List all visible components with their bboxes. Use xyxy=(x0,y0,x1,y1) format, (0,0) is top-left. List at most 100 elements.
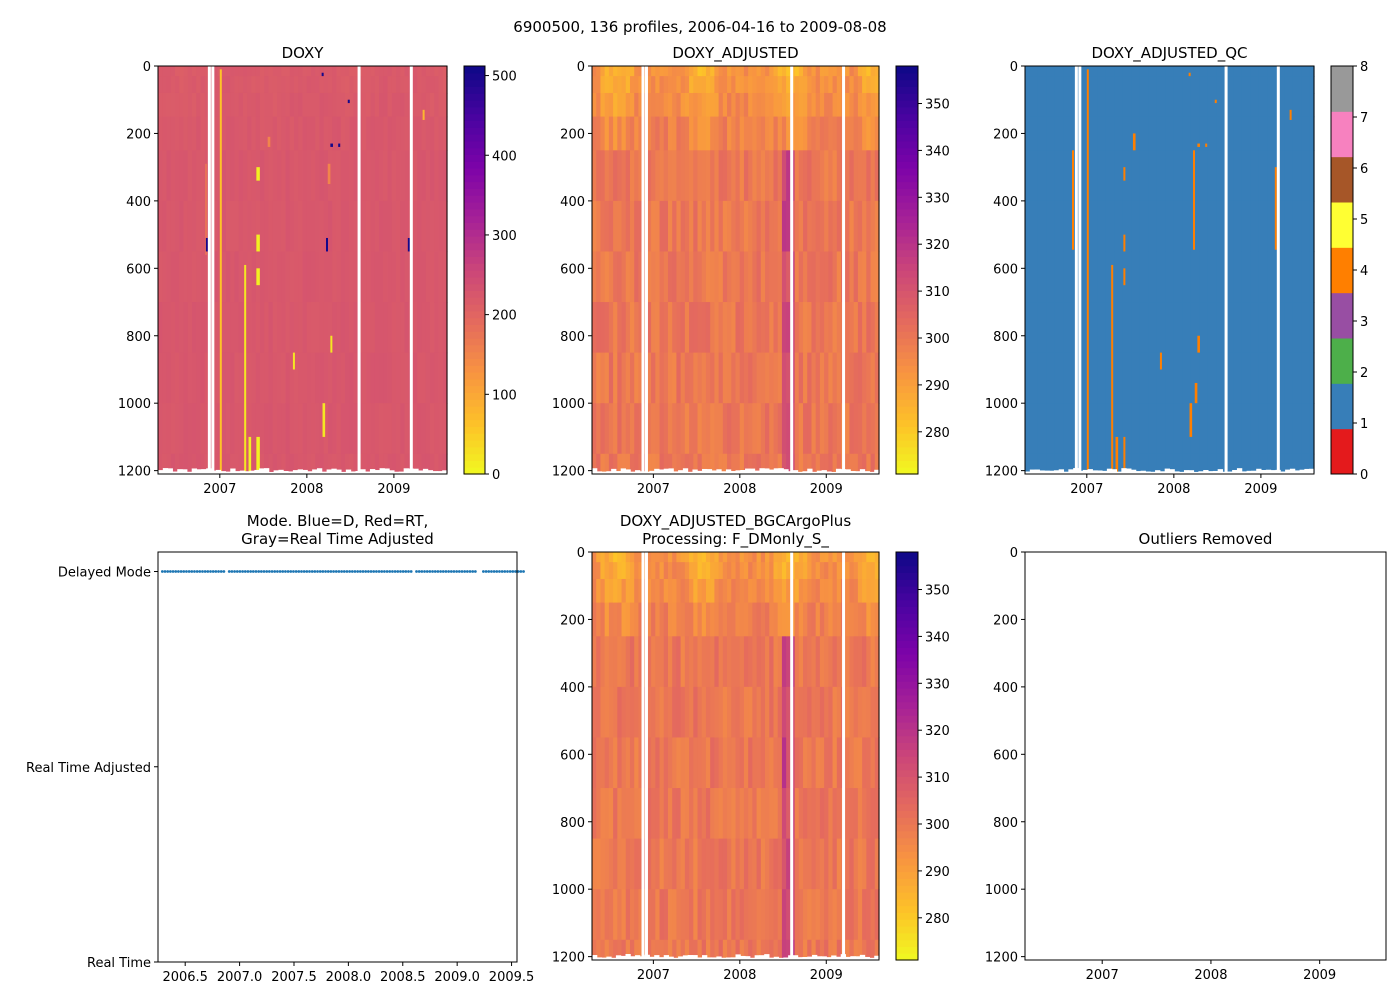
doxy_adjusted-cell xyxy=(765,116,770,151)
doxy_adjusted-cell xyxy=(874,116,880,151)
bgcargoplus-cell xyxy=(786,838,791,890)
doxy-cell xyxy=(260,251,265,303)
doxy_adjusted_qc-cell xyxy=(1080,251,1086,303)
bgcargoplus-cell xyxy=(748,737,753,789)
mode-point xyxy=(500,570,504,573)
doxy-cell xyxy=(204,66,210,77)
bgcargoplus-cell xyxy=(608,562,614,580)
doxy_adjusted_qc-cell xyxy=(1050,116,1056,151)
doxy_adjusted-cell xyxy=(714,352,720,404)
doxy-cell xyxy=(289,453,295,473)
doxy-edge xyxy=(206,468,212,475)
doxy_adjusted_qc-cell xyxy=(1301,453,1307,473)
doxy-edge xyxy=(331,468,337,475)
doxy-cell xyxy=(311,403,316,455)
bgcargoplus-cell xyxy=(756,686,762,739)
bgcargoplus-cell xyxy=(798,939,804,959)
bgcargoplus-cell xyxy=(735,578,741,604)
bgcargoplus-cell xyxy=(798,562,804,580)
bgcargoplus-cell xyxy=(853,602,859,637)
doxy_adjusted-cell xyxy=(676,76,682,94)
mode-point xyxy=(316,570,319,573)
bgcargoplus-cell xyxy=(676,578,682,604)
doxy_adjusted_qc-cell xyxy=(1042,352,1047,404)
doxy_adjusted_qc-cell xyxy=(1229,66,1234,77)
doxy_adjusted_qc-cell xyxy=(1127,352,1132,404)
doxy-cell xyxy=(349,403,355,455)
doxy_adjusted_qc-cell xyxy=(1195,150,1200,202)
doxy_adjusted_qc-cell xyxy=(1161,150,1166,202)
bgcargoplus-cell xyxy=(760,602,766,637)
doxy_adjusted_qc-cell xyxy=(1139,150,1145,202)
doxy_adjusted_qc-cell xyxy=(1284,200,1290,253)
doxy_adjusted-cell xyxy=(604,403,610,455)
doxy_adjusted_qc-cell xyxy=(1284,352,1290,404)
mode-point xyxy=(214,570,218,573)
doxy-cell xyxy=(430,302,435,354)
doxy_adjusted_qc-cell xyxy=(1127,150,1132,202)
doxy-cell xyxy=(200,76,206,94)
doxy-colorbar-segment xyxy=(464,433,485,441)
doxy_adjusted-cell xyxy=(663,116,669,151)
doxy-cell xyxy=(323,116,329,151)
bgcargoplus-cell xyxy=(739,788,745,840)
doxy-colorbar-tick-label: 400 xyxy=(492,149,517,164)
doxy_adjusted_qc-streak xyxy=(1197,143,1200,147)
doxy-cell xyxy=(226,150,231,202)
doxy_adjusted-cell xyxy=(760,92,766,118)
doxy_adjusted_qc-cell xyxy=(1271,251,1277,303)
doxy-cell xyxy=(230,453,236,473)
bgcargoplus-cell xyxy=(748,636,753,688)
doxy_adjusted-cell xyxy=(697,66,703,77)
bgcargoplus-cell xyxy=(748,686,753,739)
doxy_adjusted-cell xyxy=(828,352,834,404)
doxy_adjusted_qc-cell xyxy=(1071,92,1077,118)
doxy_adjusted_qc-cell xyxy=(1148,116,1154,151)
doxy_adjusted_qc-cell xyxy=(1161,92,1166,118)
mode-point xyxy=(511,570,515,573)
doxy_adjusted_qc-cell xyxy=(1195,302,1200,354)
doxy-colorbar-segment xyxy=(464,297,485,305)
bgcargoplus-edge xyxy=(740,955,746,962)
bgcargoplus-cell xyxy=(680,889,686,941)
bgcargoplus-cell xyxy=(769,602,775,637)
bgcargoplus-cell xyxy=(613,939,618,959)
doxy_adjusted-cell xyxy=(596,150,602,202)
doxy_adjusted-cell xyxy=(836,92,842,118)
bgcargoplus-cell xyxy=(739,737,745,789)
doxy_adjusted-cell xyxy=(621,66,627,77)
doxy_adjusted_qc-edge xyxy=(1227,471,1233,478)
doxy_adjusted-cell xyxy=(676,302,682,354)
doxy_adjusted-cell xyxy=(710,403,715,455)
bgcargoplus-cell xyxy=(756,838,762,890)
bgcargoplus-cell xyxy=(752,889,758,941)
doxy_adjusted-cell xyxy=(807,150,813,202)
doxy_adjusted_qc-cell xyxy=(1207,92,1213,118)
doxy_adjusted-cell xyxy=(765,150,770,202)
doxy_adjusted_qc-cell xyxy=(1042,92,1047,118)
doxy_adjusted_qc-cell xyxy=(1118,116,1124,151)
doxy-cell xyxy=(221,116,227,151)
doxy-cell xyxy=(294,66,299,77)
doxy_adjusted_qc-cell xyxy=(1288,116,1294,151)
bgcargoplus-cell xyxy=(697,552,703,563)
doxy_adjusted_qc-cell xyxy=(1199,150,1205,202)
bgcargoplus-cell xyxy=(722,602,728,637)
doxy-cell xyxy=(289,66,295,77)
doxy_adjusted-cell xyxy=(625,116,631,151)
doxy-cell xyxy=(158,66,163,77)
doxy_adjusted-cell xyxy=(697,403,703,455)
doxy-colorbar-segment xyxy=(464,324,485,332)
doxy-cell xyxy=(315,150,321,202)
doxy_adjusted-edge xyxy=(797,471,803,478)
doxy-cell xyxy=(175,302,180,354)
bgcargoplus-colorbar-segment xyxy=(896,864,918,873)
doxy_adjusted_qc-cell xyxy=(1059,251,1064,303)
bgcargoplus-cell xyxy=(857,788,863,840)
doxy_adjusted-cell xyxy=(811,116,817,151)
bgcargoplus-cell xyxy=(727,838,732,890)
doxy_adjusted-cell xyxy=(680,251,686,303)
bgcargoplus-colorbar-segment xyxy=(896,640,918,648)
doxy_adjusted-cell xyxy=(629,352,635,404)
doxy-xtick-label: 2009 xyxy=(377,482,410,497)
